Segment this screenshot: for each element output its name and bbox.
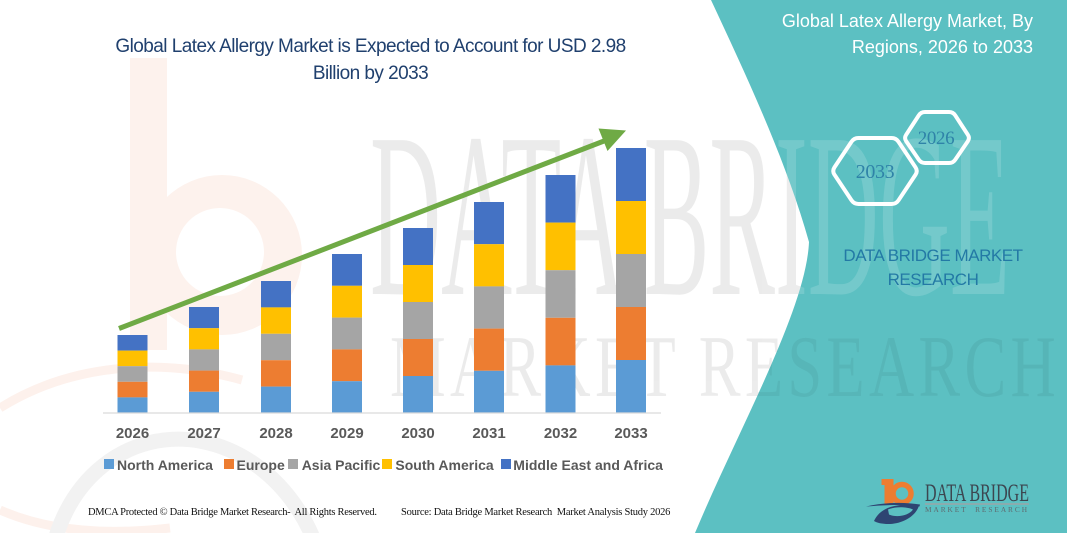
svg-text:MARKET RESEARCH: MARKET RESEARCH	[925, 505, 1029, 514]
svg-text:DATA BRIDGE: DATA BRIDGE	[370, 85, 1010, 345]
svg-text:MARKET RESEARCH: MARKET RESEARCH	[390, 319, 1060, 416]
svg-text:DATA BRIDGE: DATA BRIDGE	[925, 478, 1029, 507]
